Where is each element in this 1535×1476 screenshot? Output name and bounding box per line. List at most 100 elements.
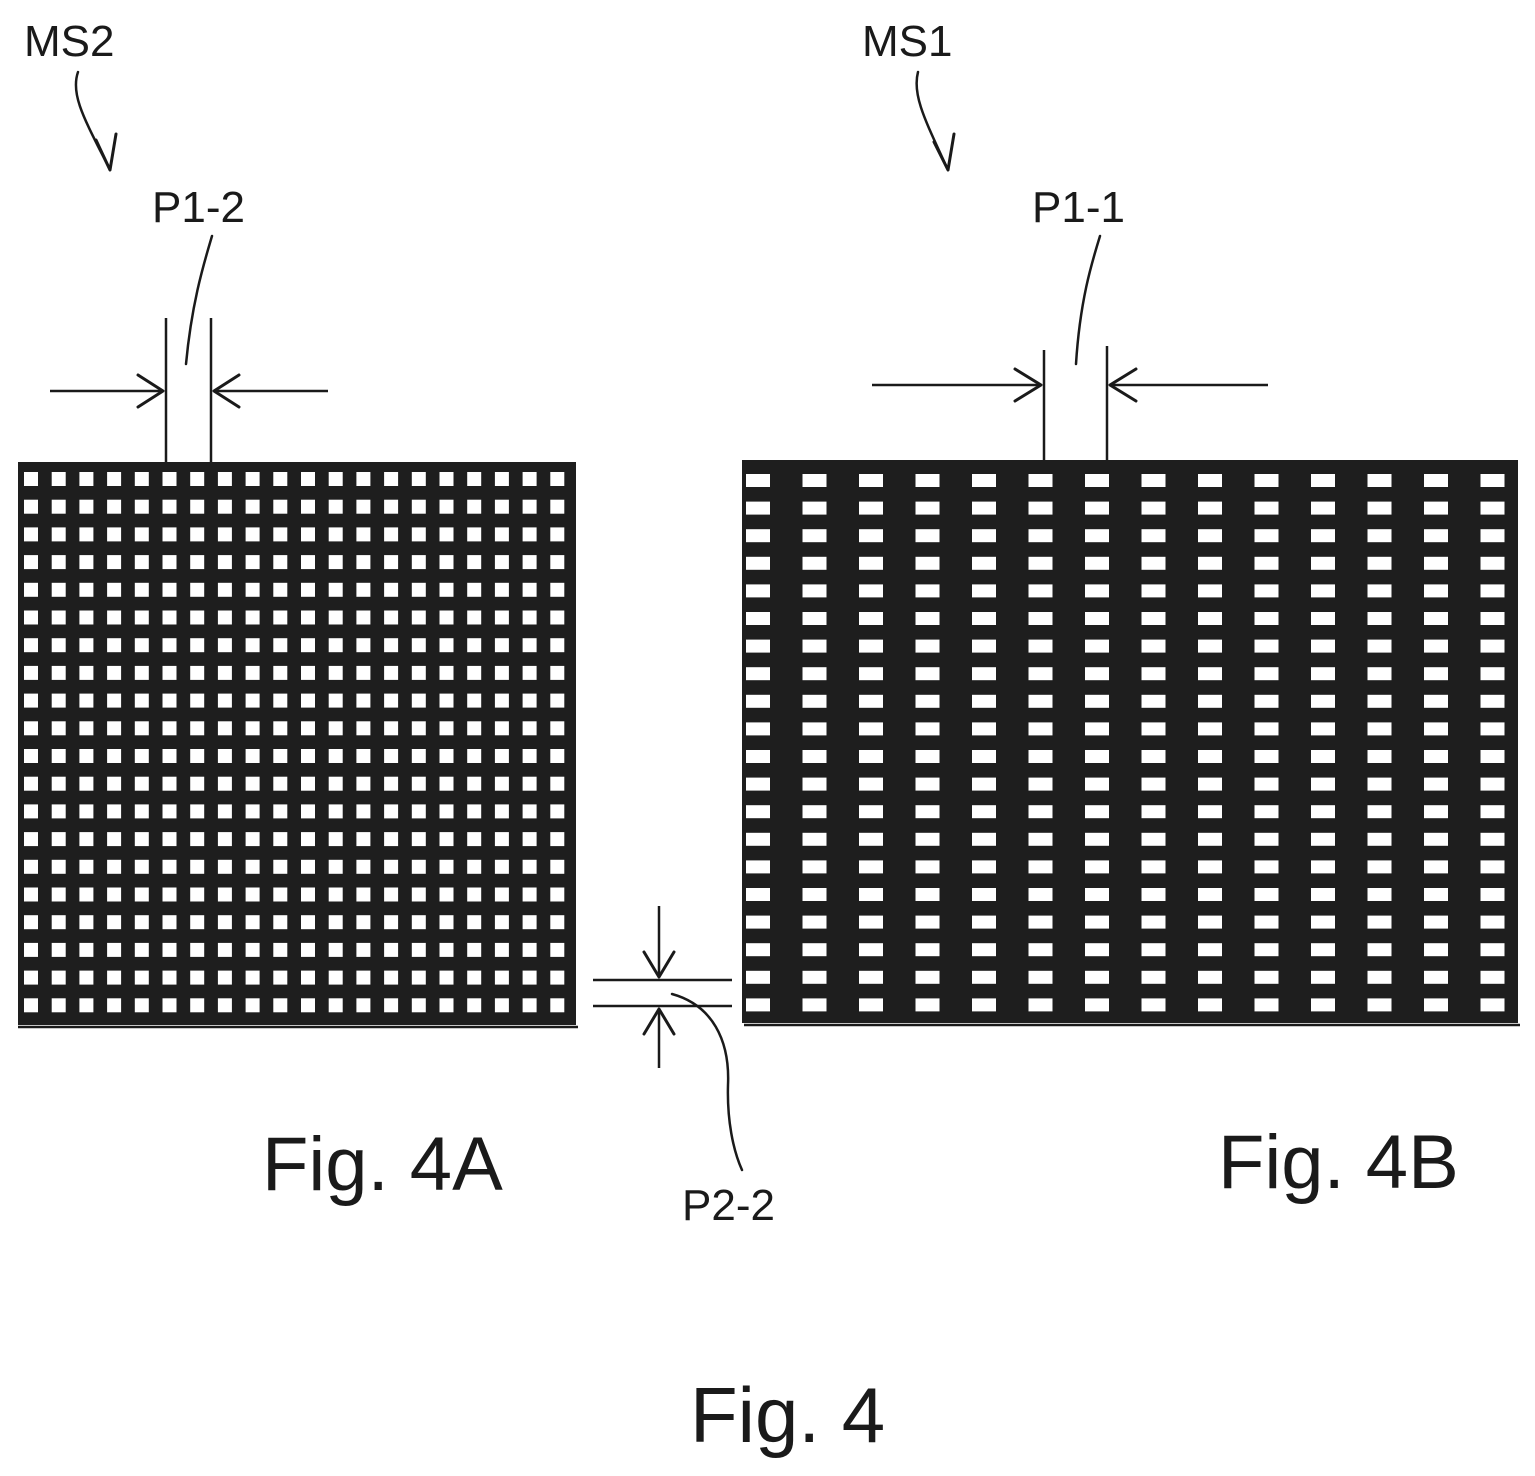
- mesh-opening: [803, 529, 827, 542]
- mesh-opening: [79, 555, 93, 569]
- mesh-opening: [1311, 722, 1335, 735]
- mesh-opening: [972, 722, 996, 735]
- mesh-opening: [746, 778, 770, 791]
- mesh-opening: [384, 832, 398, 846]
- mesh-opening: [356, 666, 370, 680]
- mesh-opening: [803, 888, 827, 901]
- mesh-opening: [246, 832, 260, 846]
- caption-fig-4b: Fig. 4B: [1218, 1120, 1459, 1205]
- mesh-opening: [1142, 833, 1166, 846]
- mesh-opening: [550, 527, 564, 541]
- mesh-opening: [1255, 612, 1279, 625]
- mesh-opening: [495, 749, 509, 763]
- mesh-opening: [1368, 916, 1392, 929]
- mesh-opening: [1481, 695, 1505, 708]
- mesh-opening: [440, 666, 454, 680]
- mesh-opening: [859, 943, 883, 956]
- mesh-opening: [550, 998, 564, 1012]
- mesh-opening: [246, 472, 260, 486]
- mesh-opening: [163, 998, 177, 1012]
- mesh-opening: [356, 555, 370, 569]
- mesh-opening: [746, 722, 770, 735]
- mesh-opening: [467, 971, 481, 985]
- ms2-pointer-lead: [76, 72, 110, 170]
- mesh-opening: [972, 998, 996, 1011]
- mesh-opening: [52, 888, 66, 902]
- mesh-opening: [1085, 998, 1109, 1011]
- mesh-opening: [107, 555, 121, 569]
- mesh-opening: [1481, 640, 1505, 653]
- mesh-opening: [1198, 998, 1222, 1011]
- mesh-opening: [1311, 667, 1335, 680]
- mesh-opening: [467, 749, 481, 763]
- mesh-opening: [467, 611, 481, 625]
- mesh-opening: [24, 971, 38, 985]
- mesh-opening: [1368, 860, 1392, 873]
- mesh-opening: [1029, 888, 1053, 901]
- mesh-opening: [1481, 584, 1505, 597]
- mesh-opening: [1142, 584, 1166, 597]
- mesh-opening: [523, 888, 537, 902]
- mesh-opening: [440, 694, 454, 708]
- mesh-opening: [440, 721, 454, 735]
- mesh-opening: [440, 638, 454, 652]
- mesh-opening: [24, 998, 38, 1012]
- mesh-opening: [79, 943, 93, 957]
- mesh-opening: [190, 721, 204, 735]
- mesh-opening: [746, 888, 770, 901]
- mesh-opening: [1255, 833, 1279, 846]
- mesh-opening: [384, 666, 398, 680]
- mesh-opening: [1085, 860, 1109, 873]
- mesh-opening: [803, 916, 827, 929]
- mesh-opening: [24, 527, 38, 541]
- mesh-opening: [273, 915, 287, 929]
- mesh-opening: [163, 721, 177, 735]
- mesh-opening: [107, 527, 121, 541]
- mesh-opening: [79, 915, 93, 929]
- mesh-opening: [1255, 971, 1279, 984]
- mesh-opening: [52, 971, 66, 985]
- mesh-opening: [107, 611, 121, 625]
- mesh-opening: [356, 888, 370, 902]
- mesh-opening: [916, 612, 940, 625]
- mesh-opening: [1311, 529, 1335, 542]
- mesh-opening: [972, 474, 996, 487]
- mesh-opening: [550, 500, 564, 514]
- mesh-opening: [356, 721, 370, 735]
- mesh-opening: [329, 555, 343, 569]
- mesh-opening: [163, 888, 177, 902]
- mesh-opening: [1255, 695, 1279, 708]
- mesh-opening: [1142, 998, 1166, 1011]
- mesh-opening: [1255, 557, 1279, 570]
- mesh-opening: [523, 998, 537, 1012]
- mesh-opening: [495, 611, 509, 625]
- mesh-opening: [163, 611, 177, 625]
- mesh-opening: [52, 749, 66, 763]
- mesh-opening: [803, 640, 827, 653]
- mesh-opening: [523, 583, 537, 597]
- mesh-opening: [1311, 750, 1335, 763]
- mesh-opening: [1085, 722, 1109, 735]
- mesh-opening: [1142, 474, 1166, 487]
- mesh-opening: [329, 611, 343, 625]
- mesh-opening: [218, 500, 232, 514]
- mesh-opening: [972, 640, 996, 653]
- mesh-opening: [1142, 722, 1166, 735]
- mesh-opening: [329, 915, 343, 929]
- mesh-opening: [384, 694, 398, 708]
- mesh-opening: [1198, 612, 1222, 625]
- mesh-opening: [1255, 778, 1279, 791]
- figure-title: Fig. 4: [690, 1371, 885, 1459]
- mesh-opening: [24, 749, 38, 763]
- mesh-opening: [163, 832, 177, 846]
- mesh-opening: [52, 527, 66, 541]
- mesh-opening: [218, 860, 232, 874]
- mesh-opening: [550, 611, 564, 625]
- mesh-opening: [859, 695, 883, 708]
- mesh-opening: [972, 695, 996, 708]
- mesh-opening: [329, 943, 343, 957]
- mesh-opening: [1311, 833, 1335, 846]
- mesh-opening: [273, 721, 287, 735]
- panel-a: MS2 P1-2 Fig. 4A: [18, 17, 578, 1207]
- mesh-opening: [356, 971, 370, 985]
